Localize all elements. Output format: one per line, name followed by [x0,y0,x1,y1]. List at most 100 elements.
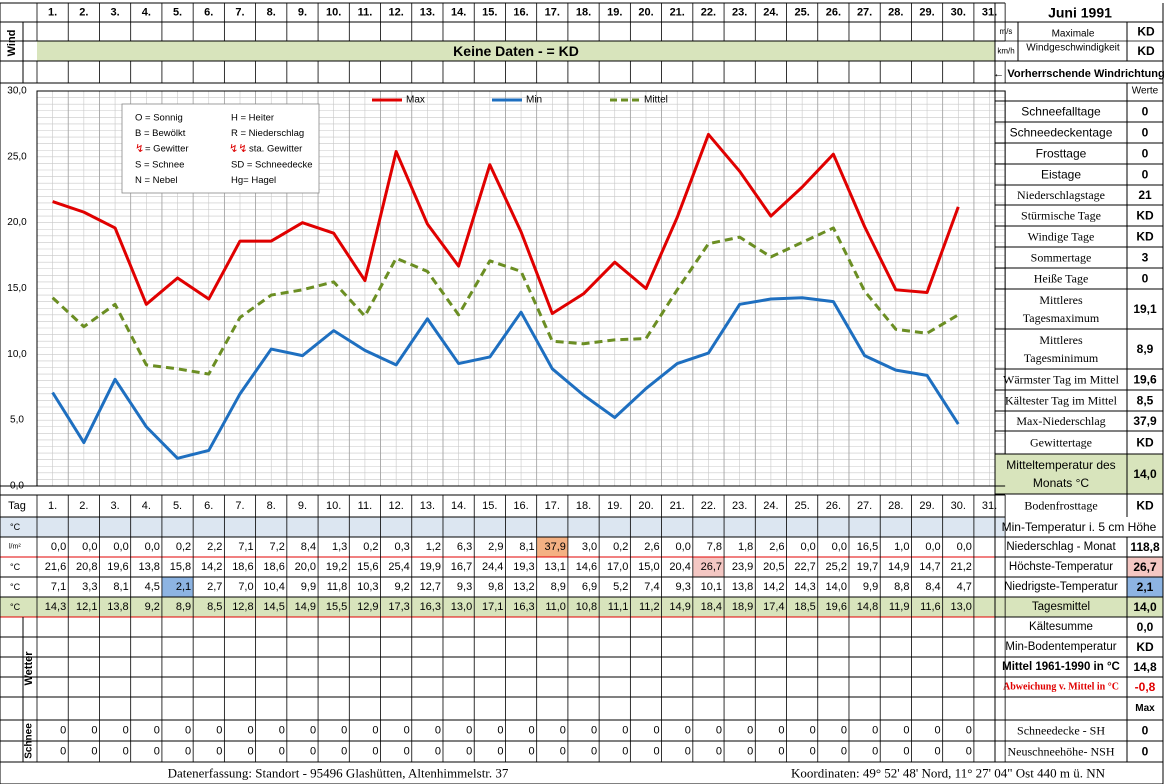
day-number: 4. [142,500,151,512]
max-value: 26,7 [701,561,722,573]
max-value: 19,3 [513,561,534,573]
mean-value: 14,5 [263,601,284,613]
legend-label: Mittel [644,95,668,106]
precip-value: 1,0 [894,541,909,553]
precip-value: 2,2 [207,541,222,553]
snow2-value: 0 [935,746,941,758]
precip-value: 0,2 [613,541,628,553]
weather-legend-text: sta. Gewitter [249,144,302,155]
day-number: 28. [888,500,903,512]
precip-value: 37,9 [544,541,565,553]
snow2-value: 0 [91,746,97,758]
lightning-icon: ↯ [135,143,144,155]
snow1-value: 0 [60,725,66,737]
precip-value: 0,3 [394,541,409,553]
mean-value: 16,3 [513,601,534,613]
max-value: 14,9 [888,561,909,573]
y-tick-label: 20,0 [7,217,27,228]
max-value: 14,6 [576,561,597,573]
stat-value: 14,8 [1133,660,1157,674]
mean-value: 11,1 [608,601,629,613]
precip-value: 0,0 [113,541,128,553]
snow2-value: 0 [872,746,878,758]
max-value: 20,8 [76,561,97,573]
day-number: 17. [545,500,560,512]
weather-legend-text: H = Heiter [231,113,274,124]
snow2-value: 0 [966,746,972,758]
mean-value: 13,8 [107,601,128,613]
precip-value: 0,0 [82,541,97,553]
stat-value: 8,5 [1137,394,1154,408]
series-line-min [51,296,960,460]
day-number: 8. [267,7,276,19]
mean-value: 17,3 [388,601,409,613]
day-number: 14. [451,7,466,19]
day-number: 7. [235,7,244,19]
min-value: 7,0 [238,581,253,593]
legend-label: Min [526,95,542,106]
max-value: 14,2 [201,561,222,573]
temp-max-highlight [692,557,725,577]
mean-value: 11,6 [920,601,941,613]
snow2-value: 0 [404,746,410,758]
mean-value: 17,4 [763,601,784,613]
min-value: 10,3 [357,581,378,593]
stat-label: Kältesumme [1029,621,1093,633]
footer-location: Datenerfassung: Standort - 95496 Glashüt… [168,766,509,781]
snow2-value: 0 [247,746,253,758]
min-value: 10,1 [701,581,722,593]
min-value: 9,3 [676,581,691,593]
max-wind-label: Maximale [1052,29,1095,40]
snow1-value: 0 [653,725,659,737]
y-tick-label: 15,0 [7,283,27,294]
day-number: 31. [982,500,997,512]
snow2-value: 0 [372,746,378,758]
unit-c: °C [10,562,21,572]
day-number: 12. [388,7,403,19]
day-number: 20. [638,500,653,512]
stat-label: Abweichung v. Mittel in °C [1003,682,1119,693]
snow1-value: 0 [841,725,847,737]
min-value: 2,7 [207,581,222,593]
stat-value: 2,1 [1137,580,1154,594]
stat-value: 14,0 [1133,600,1157,614]
day-number: 7. [235,500,244,512]
snow1-value: 0 [591,725,597,737]
precip-value: 0,2 [176,541,191,553]
snow2-value: 0 [497,746,503,758]
max-value: 20,4 [669,561,690,573]
snow2-value: 0 [716,746,722,758]
precip-value: 3,0 [582,541,597,553]
snow2-value: 0 [747,746,753,758]
precip-value: 0,0 [800,541,815,553]
stat-label: Niederschlag - Monat [1006,541,1116,553]
wetter-label: Wetter [23,651,35,686]
snow1-value: 0 [372,725,378,737]
weather-legend-text: Hg= Hagel [231,175,276,186]
stat-value: 0 [1142,272,1149,286]
day-number: 26. [826,7,841,19]
stat-value: 3 [1142,251,1149,265]
snow2-value: 0 [341,746,347,758]
day-number: 25. [794,7,809,19]
snow1-value: 0 [935,725,941,737]
snow2-value: 0 [529,746,535,758]
stat-label: Frosttage [1036,147,1087,161]
day-number: 18. [576,500,591,512]
min-value: 12,7 [420,581,441,593]
mean-row-fill [0,597,1006,617]
day-number: 8. [267,500,276,512]
max-value: 25,4 [388,561,409,573]
snow2-value: 0 [778,746,784,758]
mean-value: 14,3 [45,601,66,613]
min-value: 13,8 [732,581,753,593]
min-value: 7,4 [644,581,659,593]
no-data-banner-fill [37,41,995,61]
stat-label: Mittel 1961-1990 in °C [1002,661,1120,673]
precip-value: 8,1 [519,541,534,553]
mean-value: 12,1 [76,601,97,613]
mean-value: 12,8 [232,601,253,613]
snow2-value: 0 [685,746,691,758]
day-number: 14. [451,500,466,512]
